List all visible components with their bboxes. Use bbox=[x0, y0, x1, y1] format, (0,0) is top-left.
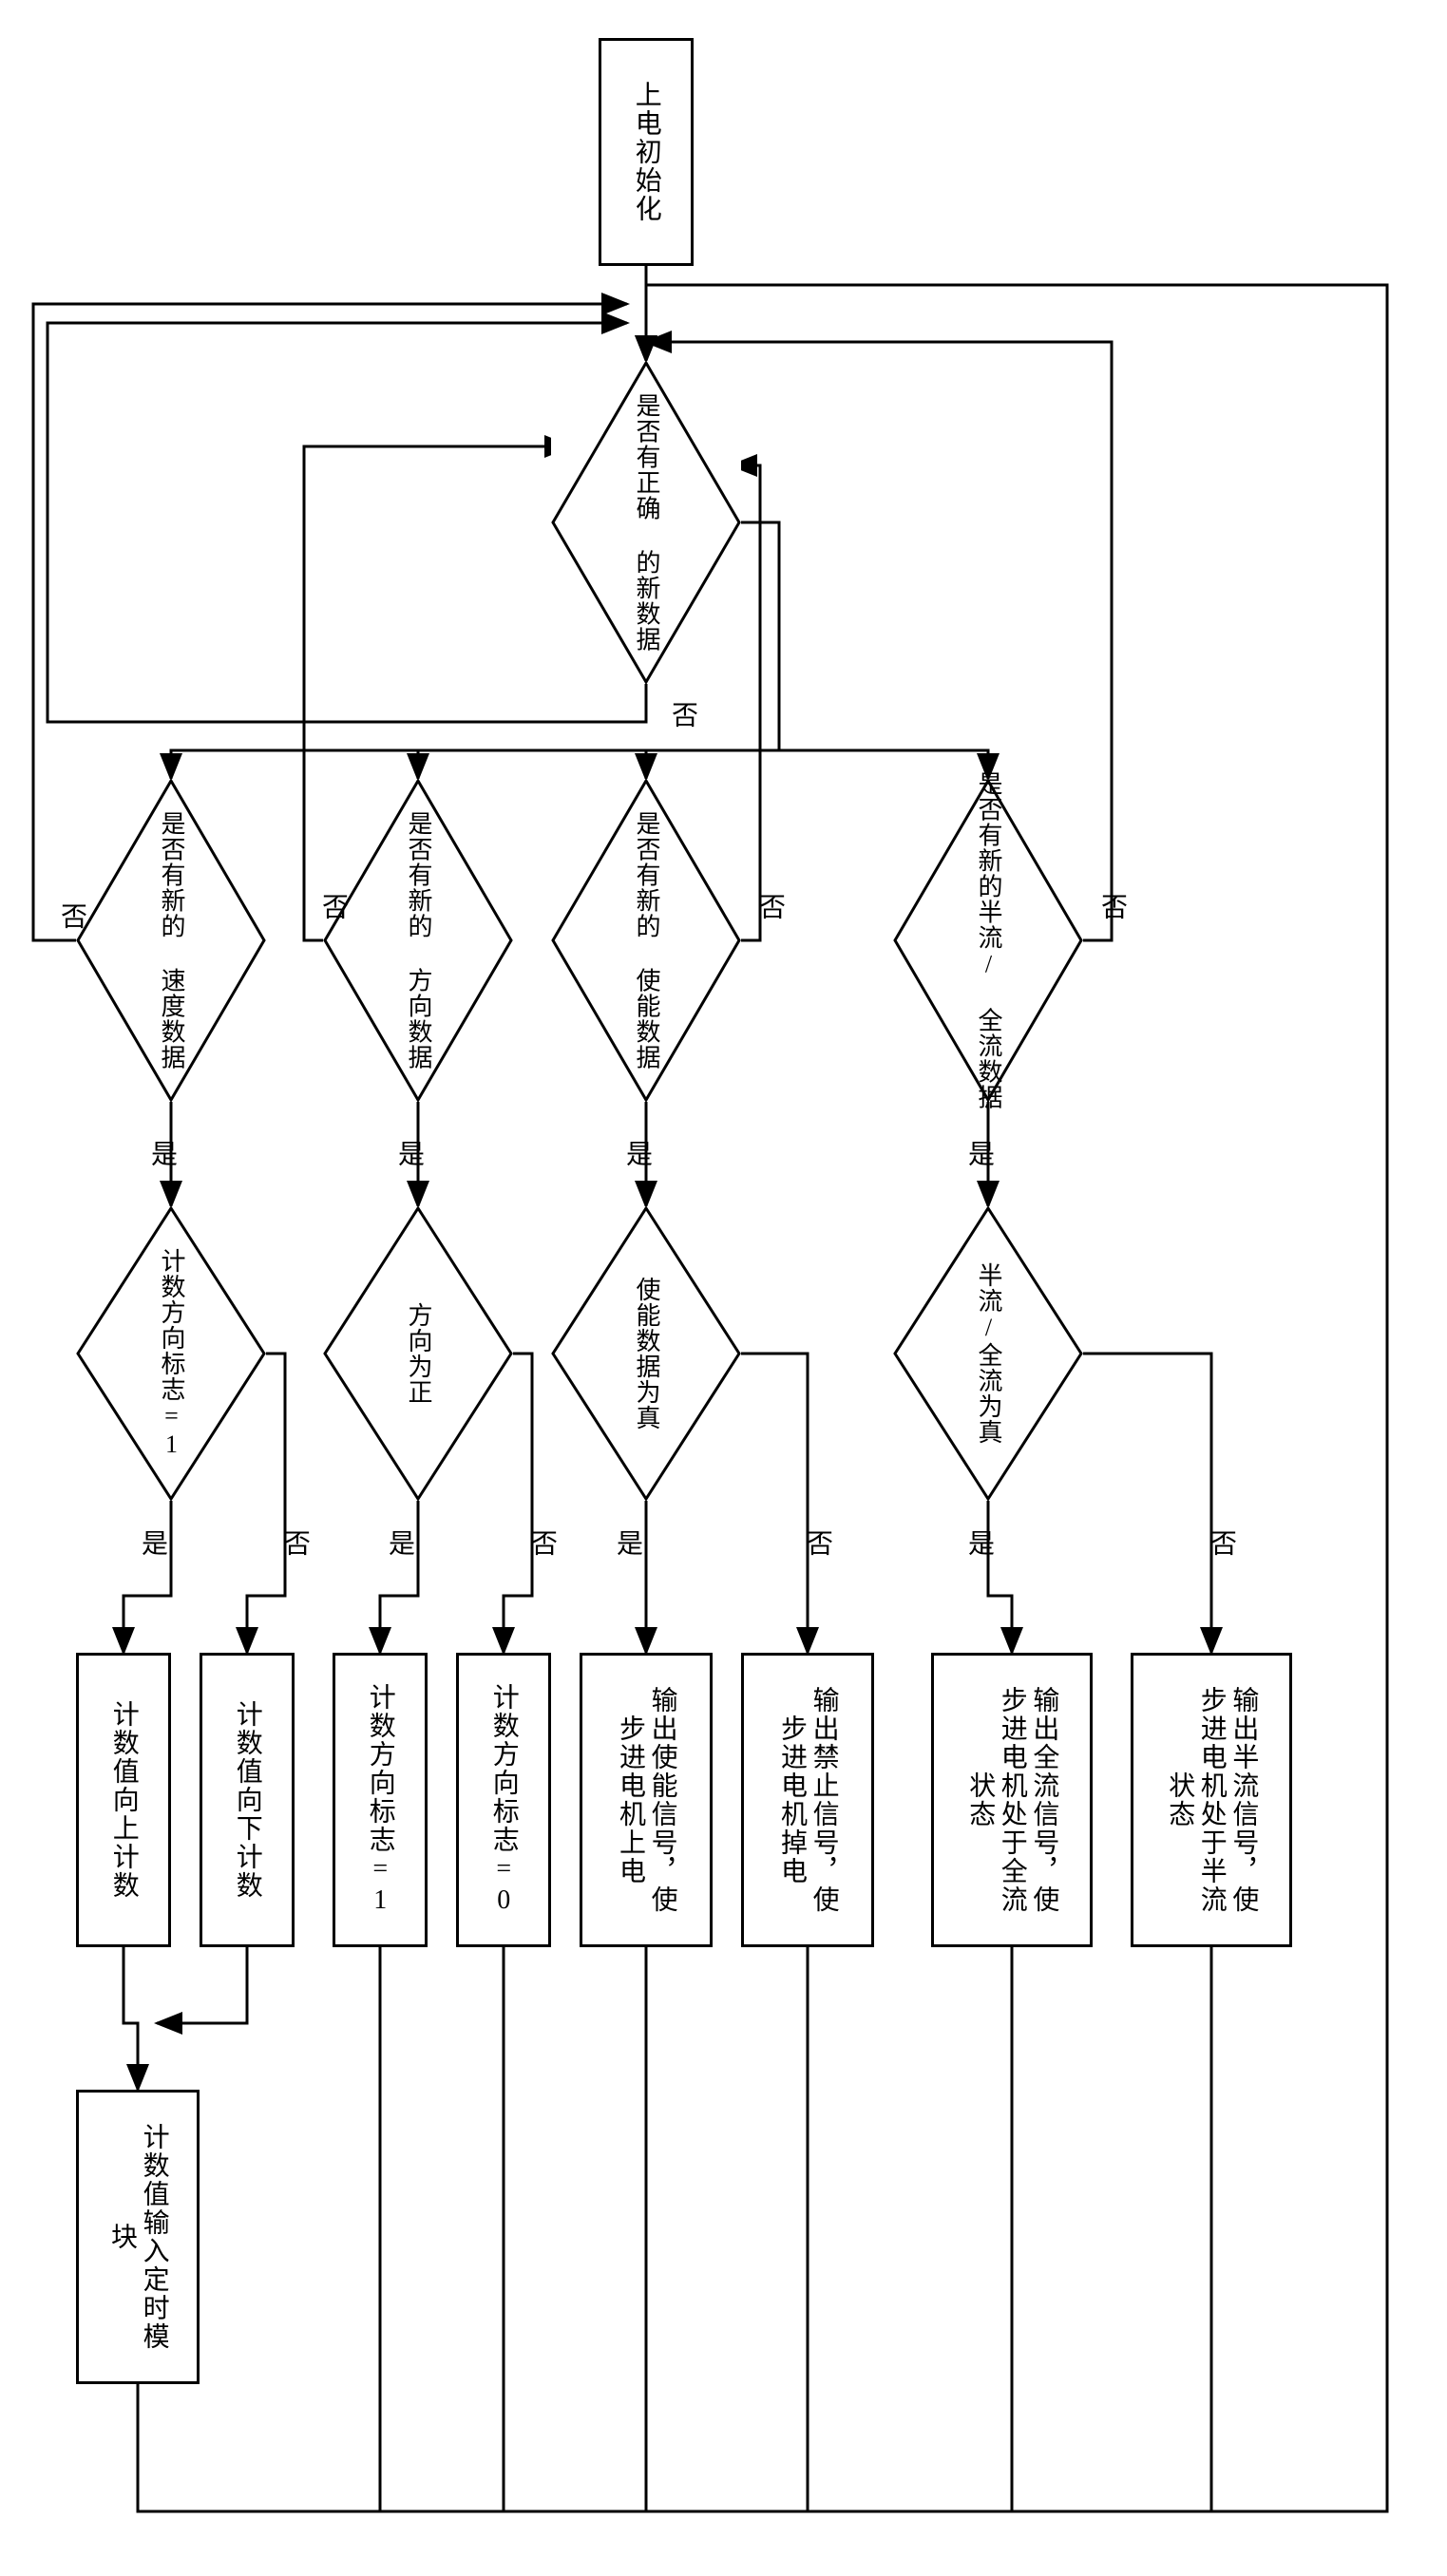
edge-label: 否 bbox=[1202, 1529, 1240, 1558]
node-label-d_dir: 是否有新的 方向数据 bbox=[404, 811, 432, 1070]
node-label-d_cntdir: 计数方向标志=1 bbox=[157, 1248, 185, 1459]
node-d_dirpos: 方向为正 bbox=[323, 1206, 513, 1501]
edge-label: 否 bbox=[663, 701, 701, 729]
node-b_en_off: 输出禁止信号，使 步进电机掉电 bbox=[741, 1653, 874, 1947]
node-b_flag0: 计数方向标志=0 bbox=[456, 1653, 551, 1947]
node-d_enable: 是否有新的 使能数据 bbox=[551, 779, 741, 1102]
node-d_half: 是否有新的半流/ 全流数据 bbox=[893, 779, 1083, 1102]
node-init: 上电初始化 bbox=[599, 38, 694, 266]
node-b_halfout: 输出半流信号，使 步进电机处于半流 状态 bbox=[1131, 1653, 1292, 1947]
edge-label: 是 bbox=[390, 1140, 428, 1168]
node-d_halftrue: 半流/全流为真 bbox=[893, 1206, 1083, 1501]
edge-label: 否 bbox=[314, 893, 352, 921]
node-label-d_valid: 是否有正确 的新数据 bbox=[632, 393, 660, 653]
edge-label: 是 bbox=[618, 1140, 656, 1168]
edge-label: 是 bbox=[143, 1140, 181, 1168]
node-d_speed: 是否有新的 速度数据 bbox=[76, 779, 266, 1102]
node-label-d_enable: 是否有新的 使能数据 bbox=[632, 811, 660, 1070]
node-b_en_on: 输出使能信号，使 步进电机上电 bbox=[580, 1653, 713, 1947]
edge-label: 否 bbox=[52, 902, 90, 931]
edge-label: 是 bbox=[960, 1529, 998, 1558]
node-b_flag1: 计数方向标志=1 bbox=[333, 1653, 428, 1947]
node-label-d_entrue: 使能数据为真 bbox=[632, 1277, 660, 1430]
node-b_cnt_down: 计数值向下计数 bbox=[200, 1653, 295, 1947]
edge-label: 是 bbox=[960, 1140, 998, 1168]
edge-label: 否 bbox=[1093, 893, 1131, 921]
edge-label: 否 bbox=[523, 1529, 561, 1558]
node-d_dir: 是否有新的 方向数据 bbox=[323, 779, 513, 1102]
node-d_cntdir: 计数方向标志=1 bbox=[76, 1206, 266, 1501]
node-b_cnt_up: 计数值向上计数 bbox=[76, 1653, 171, 1947]
edge-label: 否 bbox=[751, 893, 789, 921]
node-b_full: 输出全流信号，使 步进电机处于全流 状态 bbox=[931, 1653, 1093, 1947]
node-label-d_dirpos: 方向为正 bbox=[404, 1302, 432, 1405]
edge-label: 是 bbox=[608, 1529, 646, 1558]
edge-label: 是 bbox=[380, 1529, 418, 1558]
node-d_valid: 是否有正确 的新数据 bbox=[551, 361, 741, 684]
node-label-d_speed: 是否有新的 速度数据 bbox=[157, 811, 185, 1070]
edge-label: 否 bbox=[798, 1529, 836, 1558]
node-d_entrue: 使能数据为真 bbox=[551, 1206, 741, 1501]
edge-label: 否 bbox=[276, 1529, 314, 1558]
node-label-d_halftrue: 半流/全流为真 bbox=[974, 1262, 1002, 1445]
node-b_timer: 计数值输入定时模 块 bbox=[76, 2090, 200, 2384]
edge-label: 是 bbox=[133, 1529, 171, 1558]
node-label-d_half: 是否有新的半流/ 全流数据 bbox=[974, 771, 1002, 1110]
